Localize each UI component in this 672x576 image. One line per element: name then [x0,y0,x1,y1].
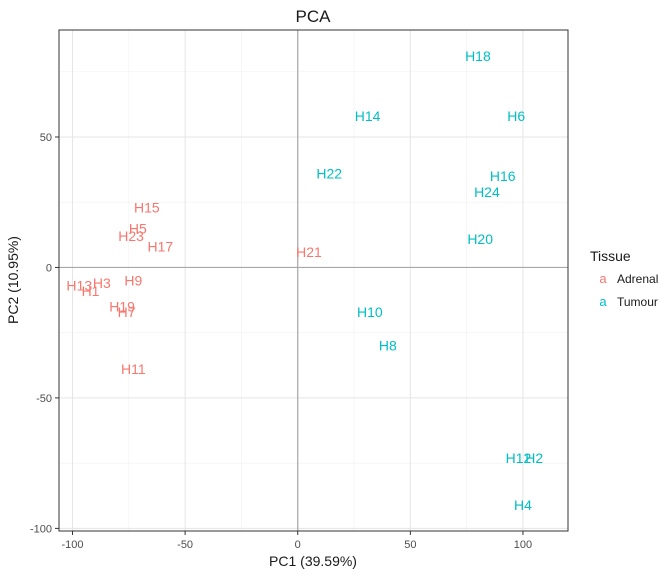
panel-border [58,29,569,532]
point-label: H20 [467,231,493,247]
point-label: H9 [124,273,142,289]
point-label: H18 [465,48,491,64]
legend-key: a [599,271,607,286]
y-axis-title: PC2 (10.95%) [5,236,21,324]
chart-title: PCA [296,7,332,26]
point-label: H14 [355,108,381,124]
point-label: H7 [118,304,136,320]
x-tick-label: 100 [514,539,532,551]
point-label: H15 [134,199,160,215]
point-label: H2 [525,450,543,466]
point-label: H22 [316,166,342,182]
y-tick-label: -50 [36,393,52,405]
legend: Tissue a Adrenal a Tumour [590,248,658,309]
point-label: H10 [357,304,383,320]
x-tick-label: -50 [177,539,193,551]
legend-label: Adrenal [617,272,658,286]
legend-title: Tissue [590,248,631,264]
point-label: H19 [109,299,135,315]
x-axis-title: PC1 (39.59%) [269,553,357,569]
legend-label: Tumour [617,295,658,309]
point-label: H8 [379,338,397,354]
point-label: H13 [66,278,92,294]
point-label: H23 [118,228,144,244]
x-axis-ticks: -100 -50 0 50 100 [61,531,532,551]
point-label: H21 [296,244,322,260]
point-label: H1 [82,283,100,299]
point-label: H11 [121,361,146,377]
y-tick-label: 0 [46,262,52,274]
plot-panel [58,29,569,532]
y-axis-ticks: -100 -50 0 50 [30,132,59,535]
y-tick-label: 50 [40,132,52,144]
point-label: H4 [514,497,532,513]
point-label: H24 [474,184,500,200]
point-label: H3 [93,275,111,291]
point-label: H12 [506,450,532,466]
y-tick-label: -100 [30,523,52,535]
legend-key: a [599,294,607,309]
x-tick-label: -100 [61,539,83,551]
panel-background [59,30,568,531]
point-label: H5 [129,220,147,236]
point-label: H16 [490,168,516,184]
point-label: H17 [148,239,174,255]
x-tick-label: 0 [295,539,301,551]
x-tick-label: 50 [404,539,416,551]
point-label: H6 [507,108,525,124]
